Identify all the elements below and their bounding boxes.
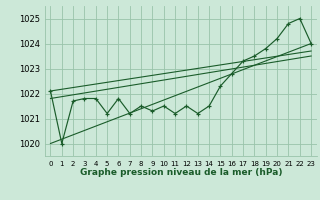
X-axis label: Graphe pression niveau de la mer (hPa): Graphe pression niveau de la mer (hPa) [80, 168, 282, 177]
